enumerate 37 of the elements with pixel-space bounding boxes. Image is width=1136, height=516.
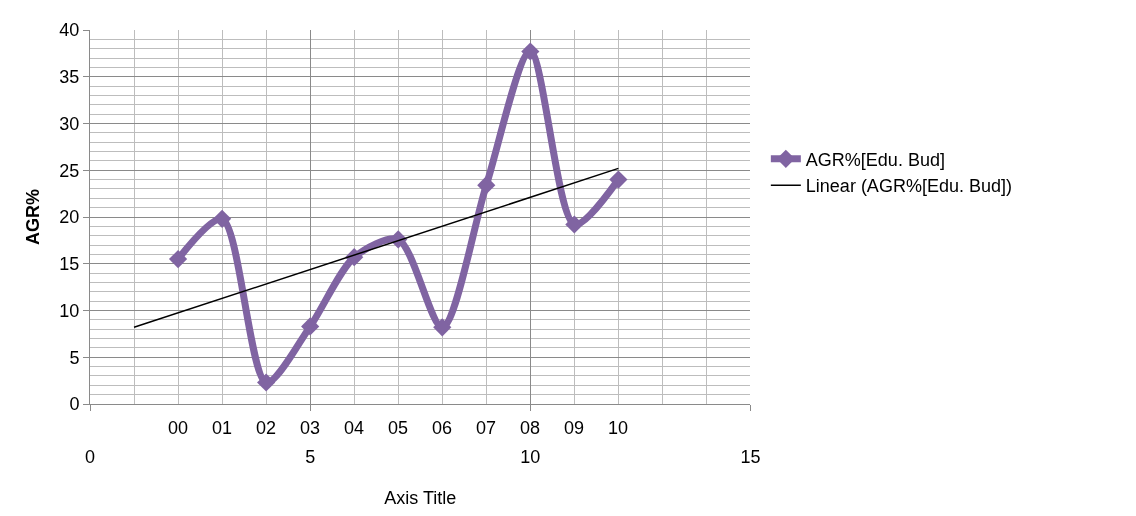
y-tick-label: 0 — [69, 394, 80, 415]
y-tick-label: 25 — [59, 160, 80, 181]
text: 05 — [388, 418, 409, 438]
point — [433, 318, 452, 337]
x-tick-label: 10 — [520, 446, 541, 467]
y-tick-label: 5 — [69, 347, 80, 368]
legend-label: AGR%[Edu. Bud] — [805, 149, 945, 170]
point — [521, 42, 540, 61]
text: 07 — [476, 418, 497, 438]
legend-label: Linear (AGR%[Edu. Bud]) — [805, 176, 1012, 197]
text: 03 — [300, 418, 321, 438]
y-tick-label: 20 — [59, 207, 80, 228]
text: 09 — [564, 418, 585, 438]
y-tick-label: 35 — [59, 67, 80, 88]
point — [301, 317, 320, 336]
point — [213, 209, 232, 228]
text: 08 — [520, 418, 541, 438]
text: 06 — [432, 418, 453, 438]
x-tick-label: 5 — [305, 446, 316, 467]
point — [168, 249, 188, 269]
point — [477, 176, 496, 195]
x-tick-label: 0 — [84, 446, 96, 467]
text: 01 — [212, 418, 233, 438]
y-tick-label: 15 — [59, 254, 80, 275]
text: 00 — [168, 418, 189, 438]
x-axis-title: Axis Title — [384, 487, 457, 508]
y-axis-title: AGR% — [22, 188, 43, 246]
y-tick-label: 10 — [59, 300, 80, 321]
x-tick-label: 15 — [740, 446, 761, 467]
point — [609, 170, 628, 189]
text: 10 — [608, 418, 629, 438]
text: 04 — [344, 418, 365, 438]
point — [257, 373, 276, 392]
y-tick-label: 40 — [59, 20, 80, 41]
text: 02 — [256, 418, 277, 438]
point — [565, 215, 584, 234]
y-tick-label: 30 — [59, 113, 80, 134]
